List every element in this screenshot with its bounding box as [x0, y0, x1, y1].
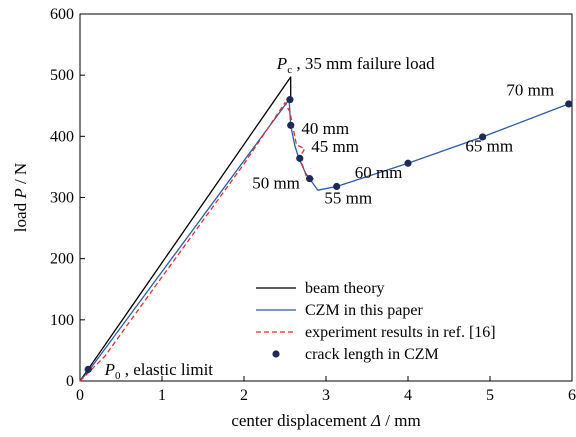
annotation-text: , elastic limit [120, 360, 213, 379]
annotation-label: 65 mm [465, 137, 513, 156]
series-beam-theory-line [79, 76, 292, 382]
legend-label-beam-theory: beam theory [305, 280, 385, 297]
x-axis-label-symbol: Δ [370, 411, 381, 430]
crack-length-point [84, 365, 92, 373]
crack-length-point [287, 121, 295, 129]
legend-label-czm: CZM in this paper [305, 302, 423, 319]
legend: beam theory CZM in this paper experiment… [256, 280, 496, 363]
crack-length-point [565, 100, 573, 108]
x-tick-label: 3 [322, 387, 330, 404]
crack-length-point [479, 133, 487, 141]
x-axis-label-text: center displacement [231, 411, 371, 430]
annotation-text: , 35 mm failure load [292, 54, 435, 73]
crack-length-point [296, 154, 304, 162]
y-axis-label-symbol: P [11, 188, 30, 199]
annotation-label: 55 mm [324, 189, 372, 208]
annotation-label: 70 mm [506, 80, 554, 99]
x-tick-label: 5 [486, 387, 494, 404]
y-axis-label: load P / N [11, 163, 30, 232]
crack-length-point [306, 174, 314, 183]
y-axis-label-text: load [11, 199, 30, 233]
annotation-symbol: P [104, 360, 115, 379]
series-layer [79, 76, 573, 382]
annotation-label: Pc , 35 mm failure load [276, 54, 435, 76]
annotation-subscript: c [287, 64, 292, 76]
x-tick-label: 6 [568, 387, 576, 404]
axis-ticks: 0 1 2 3 4 5 6 0 100 200 300 400 500 600 [50, 6, 576, 404]
annotation-label: 60 mm [355, 163, 403, 182]
legend-marker-crack-length [272, 350, 280, 358]
x-axis-label-unit: / mm [381, 411, 421, 430]
annotation-label: 40 mm [301, 119, 349, 138]
y-tick-label: 100 [50, 312, 74, 329]
legend-label-crack-length: crack length in CZM [305, 346, 439, 363]
legend-label-experiment: experiment results in ref. [16] [305, 324, 496, 341]
y-axis-label-unit: / N [11, 163, 30, 189]
annotation-symbol: P [276, 54, 287, 73]
crack-length-point [333, 182, 341, 191]
x-axis-label: center displacement Δ / mm [231, 411, 420, 430]
x-tick-label: 2 [240, 387, 248, 404]
x-tick-label: 0 [76, 387, 84, 404]
x-tick-label: 1 [158, 387, 166, 404]
x-tick-label: 4 [404, 387, 412, 404]
annotation-label: 45 mm [311, 137, 359, 156]
annotation-label: P0 , elastic limit [104, 360, 214, 382]
y-tick-label: 600 [50, 6, 74, 23]
y-tick-label: 400 [50, 128, 74, 145]
y-tick-label: 200 [50, 251, 74, 268]
y-tick-label: 500 [50, 67, 74, 84]
y-tick-label: 300 [50, 190, 74, 207]
series-experiment-line [79, 102, 315, 382]
annotation-label: 50 mm [252, 173, 300, 192]
crack-length-point [286, 96, 294, 104]
annotation-subscript: 0 [115, 370, 121, 382]
crack-length-point [404, 159, 412, 167]
y-tick-label: 0 [66, 373, 74, 390]
